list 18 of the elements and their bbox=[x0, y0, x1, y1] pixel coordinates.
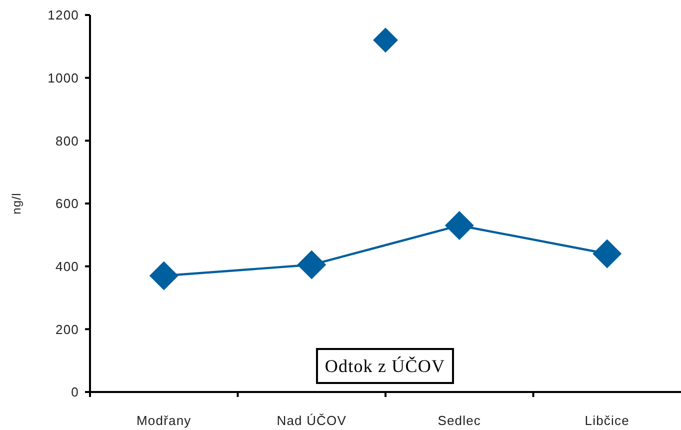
y-tick-label: 200 bbox=[56, 322, 79, 337]
y-tick-label: 600 bbox=[56, 196, 79, 212]
point bbox=[444, 210, 474, 240]
x-tick-label: Sedlec bbox=[438, 413, 482, 428]
x-tick-label: Libčice bbox=[584, 413, 630, 428]
annotation: Odtok z ÚČOV bbox=[316, 348, 454, 384]
y-tick-label: 800 bbox=[56, 133, 79, 148]
x-tick-label: Nad ÚČOV bbox=[276, 413, 347, 428]
y-tick-label: 0 bbox=[71, 384, 79, 400]
point bbox=[297, 250, 326, 280]
x-tick-label: Modřany bbox=[136, 413, 192, 428]
point bbox=[373, 28, 398, 53]
point bbox=[592, 239, 622, 268]
point bbox=[149, 261, 178, 290]
y-axis-title: ng/l bbox=[9, 192, 24, 214]
y-tick-label: 1200 bbox=[48, 8, 79, 23]
y-tick-label: 1000 bbox=[48, 70, 79, 86]
y-tick-label: 400 bbox=[56, 258, 79, 274]
